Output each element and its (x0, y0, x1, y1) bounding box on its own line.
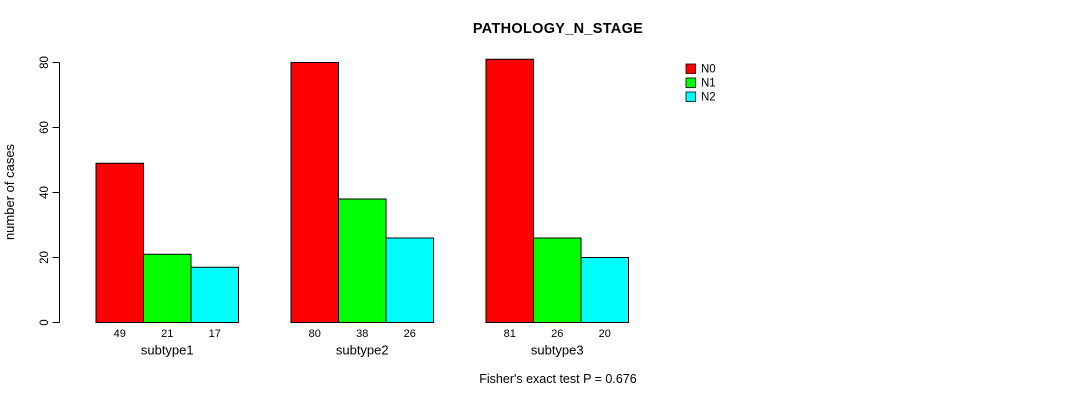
y-tick-label: 0 (39, 319, 51, 325)
category-label-subtype1: subtype1 (141, 343, 194, 358)
bar-n2-subtype3 (580, 257, 629, 323)
bar-value-label: 81 (504, 328, 516, 340)
bar-n2-subtype2 (385, 237, 434, 323)
bar-value-label: 26 (551, 328, 563, 340)
legend-swatch-n0 (685, 63, 696, 74)
bar-n1-subtype1 (143, 253, 192, 323)
bar-n0-subtype2 (290, 62, 339, 323)
y-tick-label: 60 (39, 121, 51, 134)
bar-n0-subtype1 (95, 162, 144, 323)
y-axis-ticks: 0 20 40 60 80 (39, 56, 60, 326)
legend-label-n1: N1 (701, 78, 716, 90)
y-axis-title: number of cases (2, 143, 17, 240)
legend-label-n0: N0 (701, 64, 716, 76)
bar-value-label: 38 (356, 328, 368, 340)
y-axis: 0 20 40 60 80 (39, 56, 60, 326)
bar-groups (95, 58, 629, 323)
bar-value-label: 21 (161, 328, 173, 340)
bar-n1-subtype2 (338, 198, 387, 323)
legend-label-n2: N2 (701, 92, 716, 104)
category-label-subtype2: subtype2 (336, 343, 389, 358)
bar-value-label: 20 (599, 328, 611, 340)
bar-value-labels: 49 21 17 80 38 26 81 26 20 (114, 328, 611, 340)
bar-value-label: 26 (404, 328, 416, 340)
y-tick-label: 20 (39, 251, 51, 264)
bar-value-label: 49 (114, 328, 126, 340)
bar-n2-subtype1 (190, 266, 239, 323)
fisher-test-annotation: Fisher's exact test P = 0.676 (479, 372, 636, 386)
legend-swatch-n1 (685, 77, 696, 88)
y-tick-label: 40 (39, 186, 51, 199)
chart-title: PATHOLOGY_N_STAGE (473, 21, 643, 37)
bar-n0-subtype3 (485, 58, 534, 323)
y-tick-label: 80 (39, 56, 51, 69)
category-labels: subtype1 subtype2 subtype3 (141, 343, 584, 358)
bar-n1-subtype3 (533, 237, 582, 323)
bar-value-label: 80 (309, 328, 321, 340)
legend: N0 N1 N2 (685, 63, 716, 104)
legend-swatch-n2 (685, 91, 696, 102)
bar-value-label: 17 (209, 328, 221, 340)
category-label-subtype3: subtype3 (531, 343, 584, 358)
